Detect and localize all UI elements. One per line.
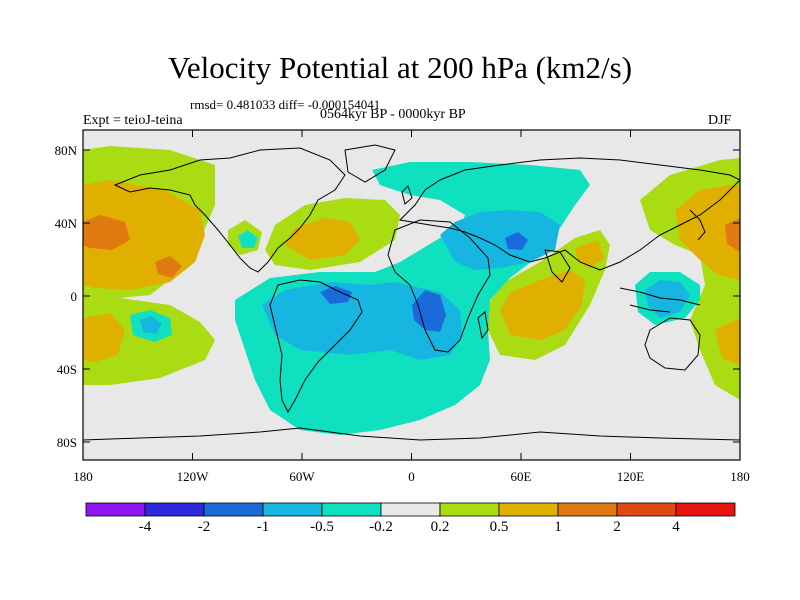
coast-australia: [644, 317, 701, 371]
coast-south-america: [269, 279, 363, 414]
colorbar-swatch: [675, 502, 736, 517]
contour-darkorange-npacific: [83, 215, 130, 250]
lon-label: 120W: [177, 469, 210, 484]
colorbar-swatch: [85, 502, 146, 517]
lat-labels: 80N 40N 0 40S 80S: [55, 143, 78, 450]
contour-orange-wpacific: [675, 185, 740, 280]
lon-label: 120E: [617, 469, 645, 484]
lon-labels: 180 120W 60W 0 60E 120E 180: [73, 469, 750, 484]
colorbar-label: 1: [554, 519, 562, 535]
colorbar-label: 4: [672, 519, 680, 535]
experiment-label: Expt = teioJ-teina: [83, 113, 183, 128]
contour-orange-indian: [500, 270, 585, 340]
tick-marks: [82, 130, 741, 460]
lon-label: 180: [730, 469, 750, 484]
lat-label: 0: [71, 289, 78, 304]
contour-negative-arctic: [420, 162, 470, 182]
contour-positive-spacific: [83, 298, 215, 385]
colorbar-swatch: [262, 502, 323, 517]
coastlines: [83, 144, 740, 441]
colorbar-swatch: [439, 502, 500, 517]
contour-darkorange-wpacific: [725, 218, 740, 252]
season-label: DJF: [708, 113, 732, 128]
contour-lightblue-samerica: [262, 282, 462, 360]
colorbar-label: -4: [139, 519, 152, 535]
coast-uk: [401, 185, 413, 205]
coast-antarctica: [83, 427, 740, 441]
colorbar-swatch: [380, 502, 441, 517]
contour-darkorange-npacific2: [155, 256, 182, 278]
colorbar-swatch: [616, 502, 677, 517]
lon-label: 60W: [289, 469, 315, 484]
contour-field: [83, 146, 740, 435]
colorbar-labels: -4 -2 -1 -0.5 -0.2 0.2 0.5 1 2 4: [139, 519, 681, 535]
lat-label: 80N: [55, 143, 78, 158]
coast-africa: [387, 219, 491, 353]
colorbar: [85, 502, 736, 517]
lon-label: 60E: [511, 469, 532, 484]
contour-orange-indian-w: [575, 240, 604, 268]
lat-label: 80S: [57, 435, 77, 450]
stats-line: rmsd= 0.481033 diff= -0.000154041: [190, 97, 381, 112]
colorbar-label: 0.5: [490, 519, 509, 535]
contour-blue-africa: [412, 290, 446, 332]
coast-eurasia: [398, 157, 740, 271]
contour-lightblue-arabia: [440, 210, 560, 270]
colorbar-label: -0.2: [369, 519, 393, 535]
contour-negative-mexico: [238, 230, 258, 248]
coast-madagascar: [477, 311, 489, 340]
colorbar-label: 0.2: [431, 519, 450, 535]
plot-title: Velocity Potential at 200 hPa (km2/s): [167, 50, 633, 85]
lon-label: 180: [73, 469, 93, 484]
coast-greenland: [344, 144, 396, 183]
lat-label: 40S: [57, 362, 77, 377]
coast-japan: [689, 209, 706, 241]
colorbar-swatch: [557, 502, 618, 517]
contour-blue-arabia: [505, 232, 528, 250]
contour-blue-samerica: [320, 286, 352, 304]
contour-orange-spacific: [83, 313, 125, 362]
colorbar-swatch: [498, 502, 559, 517]
lon-label: 0: [408, 469, 415, 484]
colorbar-label: -0.5: [310, 519, 334, 535]
lat-label: 40N: [55, 216, 78, 231]
colorbar-label: -1: [257, 519, 270, 535]
period-label: 0564kyr BP - 0000kyr BP: [320, 107, 466, 122]
colorbar-swatch: [144, 502, 205, 517]
colorbar-swatch: [321, 502, 382, 517]
coast-india: [544, 249, 571, 283]
coast-indonesia: [619, 287, 701, 313]
contour-orange-natlantic: [285, 218, 360, 260]
coast-north-america: [113, 147, 346, 273]
contour-orange-epacific: [715, 318, 740, 365]
contour-lightblue-epac: [140, 316, 162, 334]
colorbar-label: 2: [613, 519, 621, 535]
colorbar-swatch: [203, 502, 264, 517]
colorbar-label: -2: [198, 519, 211, 535]
